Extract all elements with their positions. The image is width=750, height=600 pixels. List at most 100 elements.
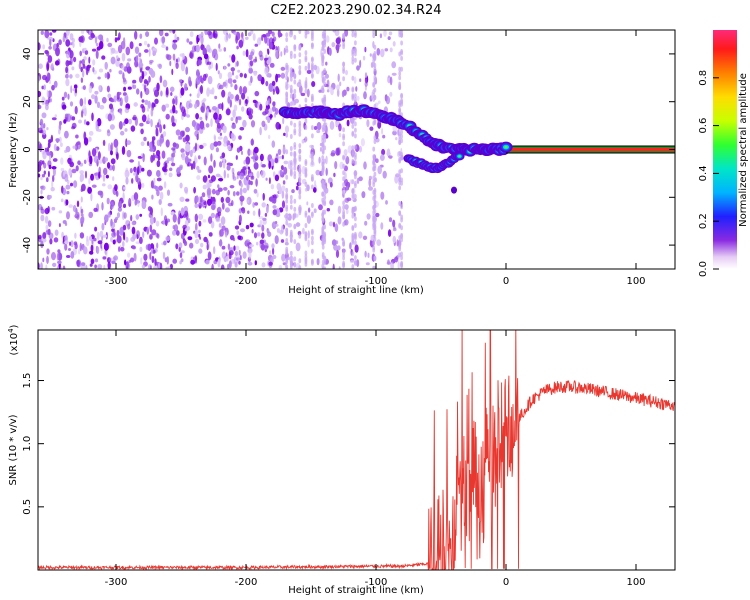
noise-blob: [277, 30, 281, 38]
noise-blob: [250, 51, 255, 57]
top-y-tick-label: -20: [22, 189, 33, 205]
noise-blob: [272, 88, 275, 95]
noise-blob: [247, 148, 251, 156]
noise-streak: [321, 142, 325, 148]
noise-blob: [261, 120, 266, 128]
noise-blob: [138, 52, 142, 58]
snr-multiplier-prefix: (x10: [9, 333, 20, 356]
noise-streak: [298, 79, 302, 85]
noise-blob: [88, 177, 91, 185]
noise-blob: [40, 189, 43, 195]
noise-streak: [298, 131, 302, 137]
noise-blob: [188, 80, 192, 87]
noise-blob: [316, 129, 321, 134]
noise-blob: [83, 246, 88, 255]
noise-blob: [203, 53, 209, 60]
noise-blob: [48, 79, 52, 85]
noise-streak: [304, 88, 308, 94]
noise-blob: [142, 153, 145, 163]
noise-blob: [225, 255, 229, 262]
noise-blob: [254, 260, 257, 266]
noise-blob: [118, 32, 121, 40]
noise-streak: [289, 264, 293, 269]
noise-blob: [362, 235, 368, 240]
noise-blob: [366, 119, 370, 128]
noise-blob: [268, 261, 273, 266]
noise-blob: [125, 236, 129, 243]
noise-blob: [271, 80, 276, 87]
noise-blob: [107, 184, 113, 190]
noise-blob: [160, 90, 163, 97]
noise-blob: [238, 214, 242, 223]
noise-blob: [166, 157, 172, 162]
noise-blob: [307, 62, 311, 71]
noise-blob: [243, 160, 246, 165]
noise-blob: [166, 54, 172, 61]
noise-blob: [227, 145, 232, 150]
noise-blob: [165, 103, 170, 108]
noise-blob: [135, 214, 140, 220]
noise-streak: [285, 212, 289, 218]
noise-blob: [55, 60, 60, 66]
noise-blob: [104, 157, 109, 162]
noise-streak: [293, 79, 297, 85]
noise-blob: [201, 192, 206, 198]
noise-blob: [306, 215, 311, 224]
noise-streak: [311, 203, 314, 208]
noise-streak: [311, 125, 314, 131]
noise-blob: [42, 74, 47, 81]
noise-blob: [208, 216, 213, 224]
noise-blob: [337, 43, 341, 48]
noise-streak: [354, 32, 357, 38]
noise-blob: [238, 260, 241, 265]
noise-blob: [79, 50, 82, 57]
noise-blob: [204, 30, 208, 36]
noise-blob: [118, 121, 123, 130]
noise-blob: [283, 132, 286, 136]
noise-streak: [342, 239, 345, 245]
noise-blob: [220, 196, 224, 203]
top-y-tick-label: 0: [22, 146, 33, 152]
noise-blob: [46, 72, 51, 82]
noise-blob: [257, 74, 263, 82]
noise-blob: [169, 167, 173, 172]
noise-blob: [254, 232, 257, 239]
noise-blob: [106, 85, 110, 93]
noise-blob: [127, 58, 132, 62]
noise-blob: [280, 165, 284, 171]
noise-blob: [221, 202, 225, 210]
noise-blob: [127, 223, 131, 230]
noise-blob: [385, 96, 391, 105]
noise-blob: [174, 110, 178, 114]
noise-streak: [304, 171, 308, 177]
noise-blob: [274, 235, 279, 245]
noise-blob: [190, 256, 194, 261]
noise-blob: [295, 185, 299, 191]
noise-blob: [385, 200, 388, 205]
noise-blob: [113, 95, 117, 103]
noise-blob: [337, 205, 342, 215]
noise-blob: [125, 138, 128, 148]
noise-blob: [164, 218, 168, 226]
noise-streak: [354, 155, 357, 161]
noise-blob: [217, 70, 220, 75]
noise-blob: [90, 244, 94, 252]
noise-blob: [278, 123, 282, 130]
noise-streak: [342, 61, 345, 67]
noise-streak: [289, 146, 293, 151]
noise-blob: [227, 96, 231, 104]
noise-blob: [193, 256, 198, 261]
noise-blob: [249, 180, 253, 186]
noise-blob: [235, 116, 238, 124]
noise-blob: [117, 44, 123, 54]
noise-blob: [302, 227, 305, 235]
noise-blob: [369, 126, 374, 131]
noise-blob: [41, 238, 47, 243]
noise-blob: [109, 124, 115, 130]
noise-blob: [114, 184, 118, 192]
noise-streak: [285, 238, 289, 243]
noise-streak: [398, 71, 402, 76]
noise-blob: [339, 81, 342, 87]
noise-blob: [162, 131, 167, 137]
noise-blob: [126, 140, 131, 146]
